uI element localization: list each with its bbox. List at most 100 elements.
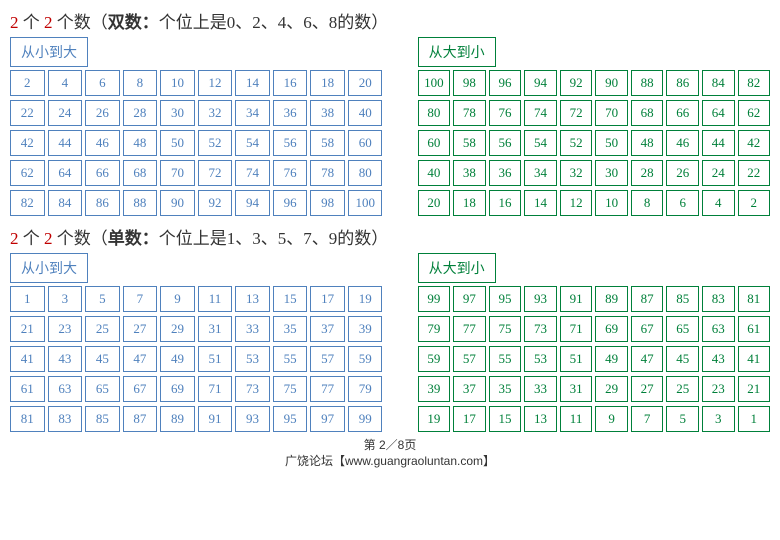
number-cell: 30 [160, 100, 195, 126]
number-cell: 49 [160, 346, 195, 372]
number-cell: 27 [123, 316, 158, 342]
table-row: 40383634323028262422 [418, 160, 770, 186]
number-cell: 88 [631, 70, 664, 96]
number-cell: 90 [160, 190, 195, 216]
number-cell: 96 [273, 190, 308, 216]
number-cell: 23 [702, 376, 735, 402]
page-footer: 第 2／8页广饶论坛【www.guangraoluntan.com】 [10, 438, 770, 469]
subheader-1-right: 从大到小 [418, 253, 496, 283]
number-cell: 78 [310, 160, 345, 186]
number-cell: 54 [524, 130, 557, 156]
number-cell: 93 [524, 286, 557, 312]
number-cell: 16 [273, 70, 308, 96]
number-cell: 85 [85, 406, 120, 432]
number-cell: 16 [489, 190, 522, 216]
number-cell: 52 [198, 130, 233, 156]
subheader-0-right: 从大到小 [418, 37, 496, 67]
number-cell: 86 [666, 70, 699, 96]
number-cell: 21 [738, 376, 771, 402]
number-cell: 79 [418, 316, 451, 342]
number-cell: 36 [273, 100, 308, 126]
number-cell: 54 [235, 130, 270, 156]
number-cell: 20 [348, 70, 383, 96]
number-cell: 84 [48, 190, 83, 216]
number-cell: 43 [48, 346, 83, 372]
section-title-0: 2 个 2 个数（双数：个位上是0、2、4、6、8的数） [10, 8, 770, 33]
number-cell: 27 [631, 376, 664, 402]
number-cell: 19 [418, 406, 451, 432]
number-cell: 44 [702, 130, 735, 156]
number-cell: 13 [235, 286, 270, 312]
number-cell: 2 [10, 70, 45, 96]
number-cell: 19 [348, 286, 383, 312]
number-cell: 41 [10, 346, 45, 372]
number-cell: 29 [160, 316, 195, 342]
table-row: 62646668707274767880 [10, 160, 382, 186]
number-cell: 48 [123, 130, 158, 156]
number-cell: 55 [273, 346, 308, 372]
number-cell: 85 [666, 286, 699, 312]
number-cell: 6 [666, 190, 699, 216]
number-cell: 66 [85, 160, 120, 186]
table-row: 80787674727068666462 [418, 100, 770, 126]
number-cell: 88 [123, 190, 158, 216]
table-row: 828486889092949698100 [10, 190, 382, 216]
number-cell: 10 [160, 70, 195, 96]
number-cell: 98 [453, 70, 486, 96]
number-cell: 48 [631, 130, 664, 156]
number-cell: 71 [198, 376, 233, 402]
table-row: 60585654525048464442 [418, 130, 770, 156]
number-cell: 60 [348, 130, 383, 156]
number-cell: 97 [453, 286, 486, 312]
number-cell: 15 [273, 286, 308, 312]
table-row: 41434547495153555759 [10, 346, 382, 372]
number-cell: 31 [198, 316, 233, 342]
subheader-1-left: 从小到大 [10, 253, 88, 283]
number-cell: 18 [453, 190, 486, 216]
table-row: 2468101214161820 [10, 70, 382, 96]
number-cell: 97 [310, 406, 345, 432]
number-cell: 95 [273, 406, 308, 432]
number-cell: 4 [48, 70, 83, 96]
number-cell: 28 [631, 160, 664, 186]
number-cell: 38 [310, 100, 345, 126]
number-cell: 74 [235, 160, 270, 186]
table-row: 99979593918987858381 [418, 286, 770, 312]
number-cell: 81 [10, 406, 45, 432]
number-cell: 51 [560, 346, 593, 372]
number-cell: 12 [198, 70, 233, 96]
number-cell: 21 [10, 316, 45, 342]
number-cell: 72 [198, 160, 233, 186]
number-cell: 32 [198, 100, 233, 126]
table-row: 39373533312927252321 [418, 376, 770, 402]
number-cell: 73 [524, 316, 557, 342]
number-cell: 89 [160, 406, 195, 432]
number-cell: 42 [10, 130, 45, 156]
table-row: 79777573716967656361 [418, 316, 770, 342]
number-cell: 65 [666, 316, 699, 342]
number-cell: 34 [235, 100, 270, 126]
number-cell: 59 [418, 346, 451, 372]
number-cell: 12 [560, 190, 593, 216]
number-cell: 32 [560, 160, 593, 186]
number-cell: 67 [631, 316, 664, 342]
number-cell: 53 [235, 346, 270, 372]
number-cell: 77 [310, 376, 345, 402]
number-cell: 25 [85, 316, 120, 342]
number-cell: 36 [489, 160, 522, 186]
number-cell: 78 [453, 100, 486, 126]
number-cell: 57 [453, 346, 486, 372]
number-cell: 92 [560, 70, 593, 96]
number-cell: 90 [595, 70, 628, 96]
number-cell: 56 [489, 130, 522, 156]
number-cell: 26 [85, 100, 120, 126]
number-cell: 20 [418, 190, 451, 216]
number-cell: 92 [198, 190, 233, 216]
number-grid-0-left: 2468101214161820222426283032343638404244… [10, 70, 382, 216]
number-cell: 24 [702, 160, 735, 186]
number-cell: 7 [631, 406, 664, 432]
number-cell: 61 [10, 376, 45, 402]
number-cell: 59 [348, 346, 383, 372]
number-cell: 1 [10, 286, 45, 312]
number-cell: 9 [160, 286, 195, 312]
